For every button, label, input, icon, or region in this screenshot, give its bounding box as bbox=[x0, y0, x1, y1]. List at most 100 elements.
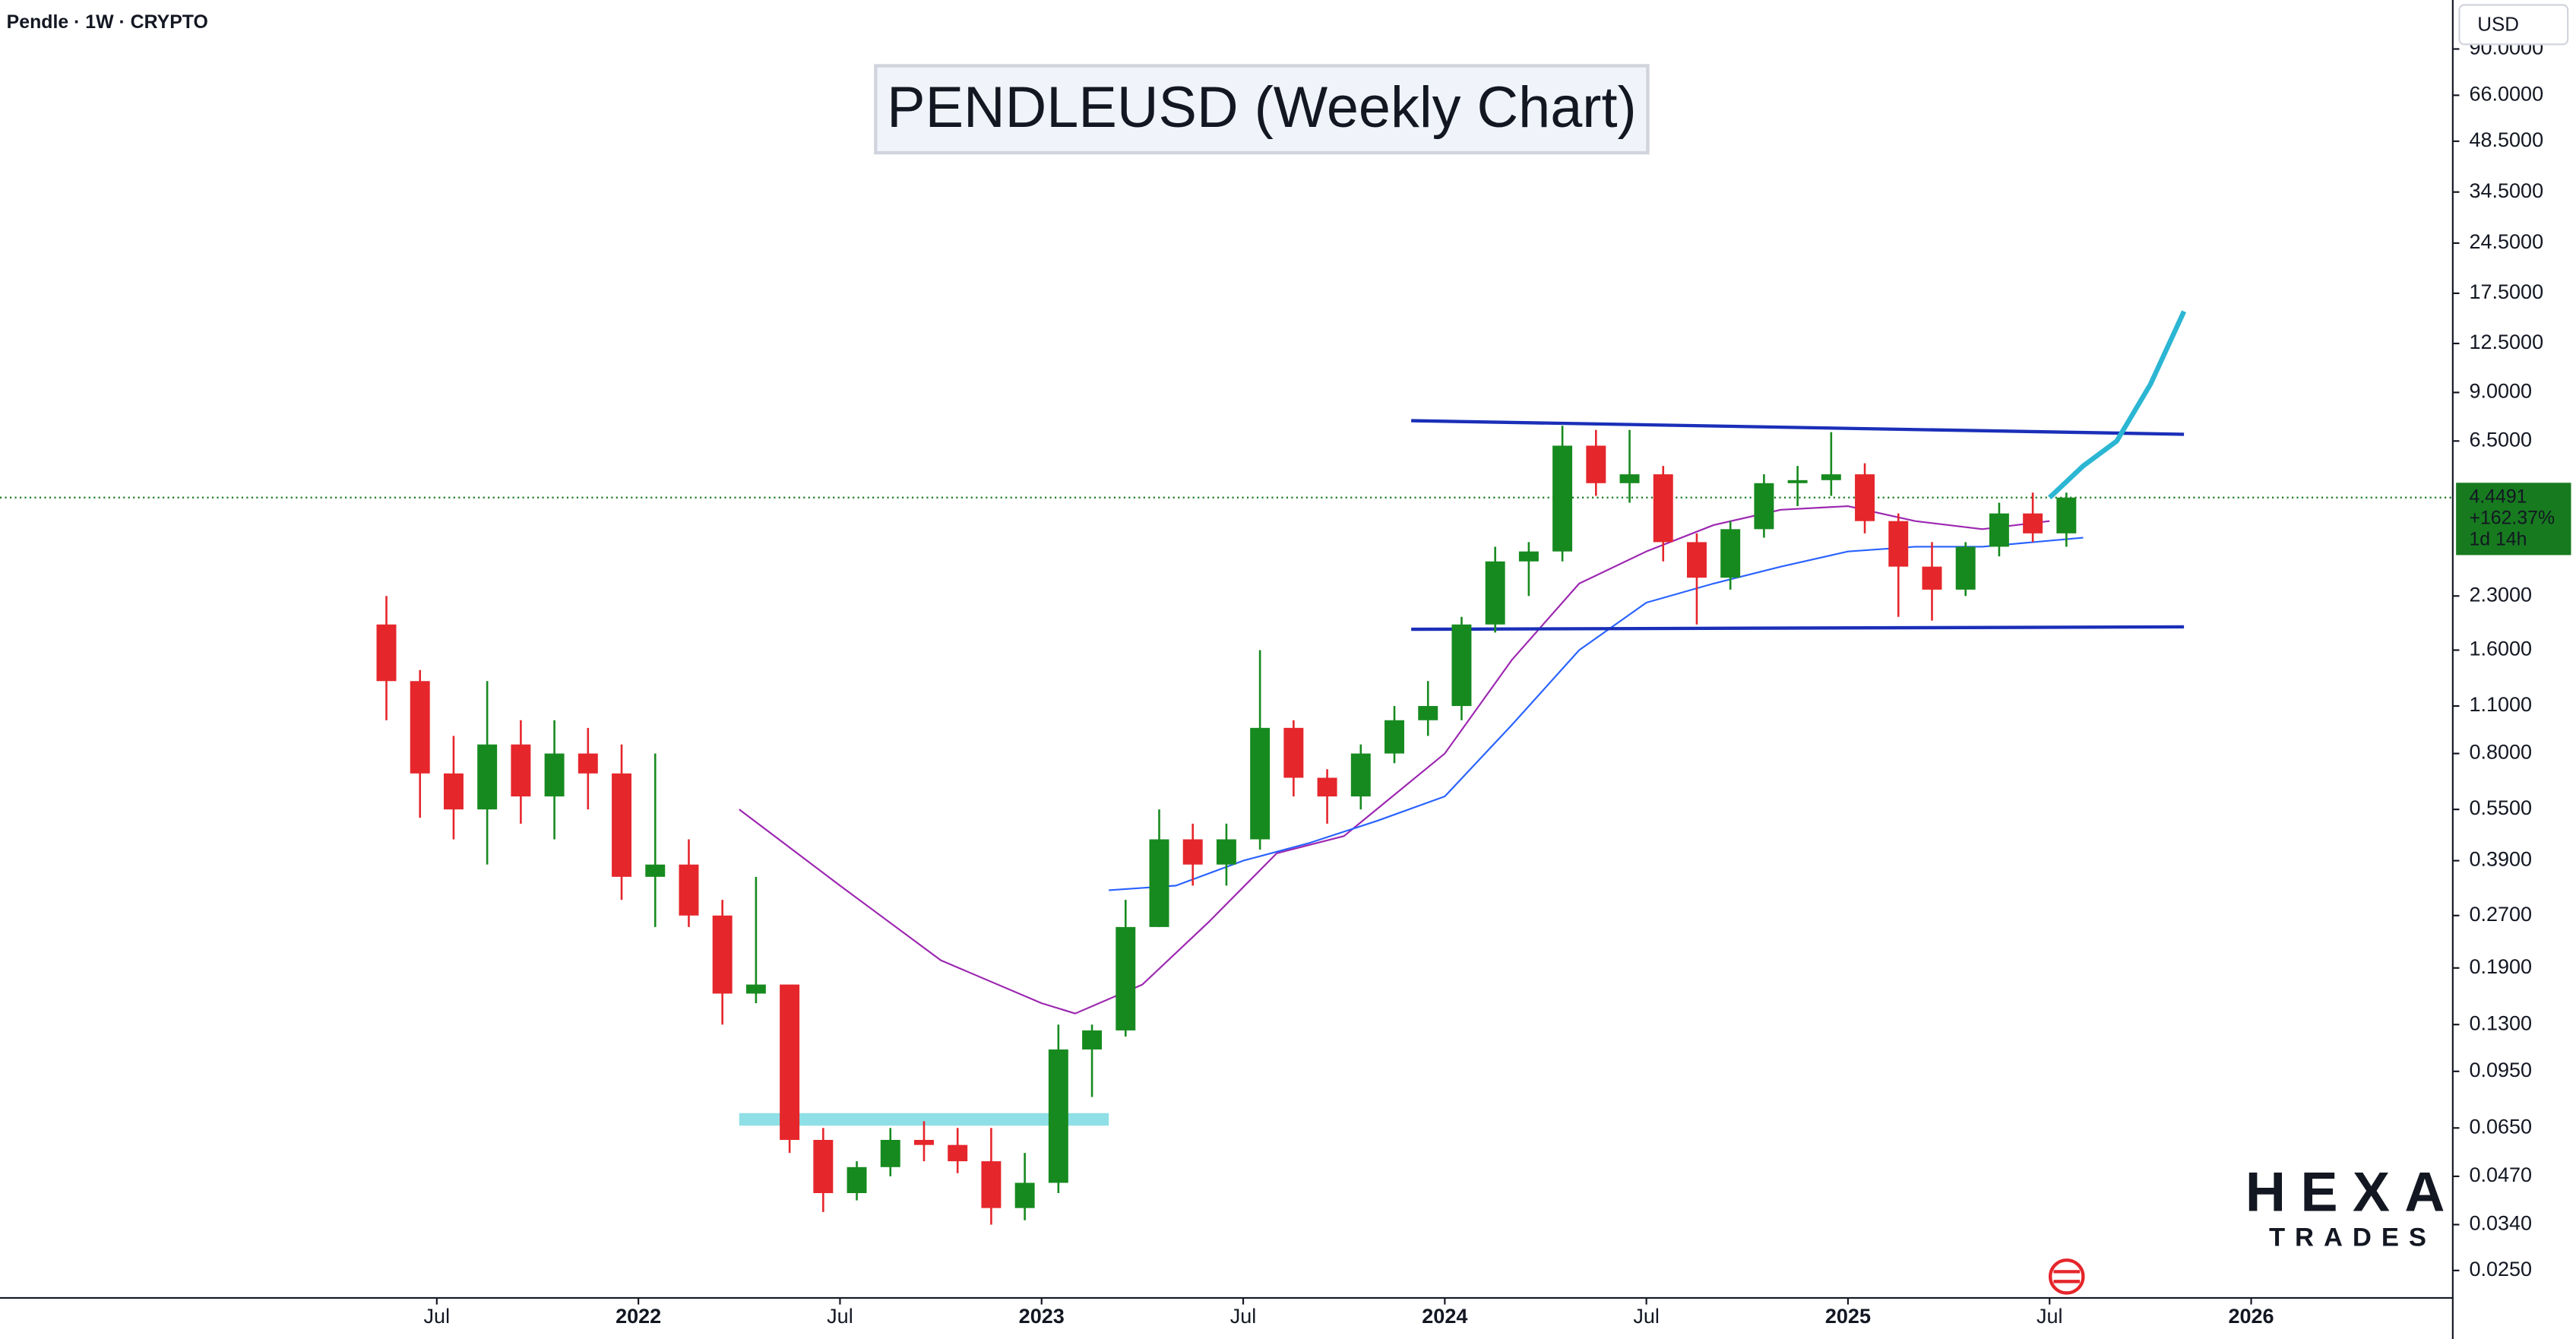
candle-body bbox=[1485, 561, 1505, 625]
logo-stripes bbox=[2053, 1270, 2081, 1284]
candle-body bbox=[1855, 474, 1875, 521]
y-tick-label: 0.0950 bbox=[2469, 1059, 2532, 1081]
chart-title: PENDLEUSD (Weekly Chart) bbox=[887, 76, 1637, 140]
symbol-header: Pendle · 1W · CRYPTO bbox=[7, 11, 208, 33]
y-tick-label: 1.6000 bbox=[2469, 638, 2532, 660]
y-tick-label: 66.0000 bbox=[2469, 83, 2543, 106]
candle-body bbox=[1518, 551, 1539, 562]
candle-body bbox=[1821, 474, 1841, 480]
title-box bbox=[874, 64, 1650, 155]
x-tick-label: Jul bbox=[2036, 1305, 2063, 1328]
candle-body bbox=[410, 681, 430, 774]
y-tick-label: 17.5000 bbox=[2469, 280, 2543, 303]
projection-path bbox=[2048, 310, 2187, 500]
moving-average bbox=[739, 505, 2050, 1015]
currency-box[interactable] bbox=[2458, 4, 2569, 46]
candle-body bbox=[1149, 839, 1169, 927]
watermark-subtitle: TRADES bbox=[2269, 1223, 2436, 1252]
y-tick-label: 6.5000 bbox=[2469, 428, 2532, 451]
price-change: +162.37% bbox=[2469, 507, 2555, 528]
x-tick-label: 2025 bbox=[1825, 1305, 1871, 1328]
candle-body bbox=[1082, 1030, 1103, 1050]
candle-body bbox=[1720, 529, 1741, 578]
candle-body bbox=[1317, 777, 1337, 797]
candle-body bbox=[544, 753, 565, 797]
y-tick-label: 24.5000 bbox=[2469, 230, 2543, 253]
y-tick-label: 0.0650 bbox=[2469, 1115, 2532, 1138]
candle-body bbox=[1451, 624, 1472, 707]
plot-area bbox=[0, 310, 2453, 1225]
candle-body bbox=[679, 864, 699, 916]
y-tick-label: 0.1300 bbox=[2469, 1011, 2532, 1034]
candle-body bbox=[578, 753, 598, 774]
candle-body bbox=[1014, 1182, 1035, 1208]
candle-body bbox=[1385, 720, 1404, 754]
candle-body bbox=[1787, 480, 1808, 483]
y-tick-label: 0.2700 bbox=[2469, 903, 2532, 926]
y-tick-label: 0.3900 bbox=[2469, 848, 2532, 871]
candle-body bbox=[511, 744, 531, 797]
y-tick-label: 9.0000 bbox=[2469, 380, 2532, 403]
watermark-title: HEXA bbox=[2245, 1160, 2460, 1223]
candle-body bbox=[1586, 445, 1606, 483]
candle-body bbox=[477, 744, 498, 810]
y-tick-label: 0.0470 bbox=[2469, 1163, 2532, 1186]
candle-body bbox=[1418, 706, 1438, 720]
currency: USD bbox=[2477, 14, 2519, 35]
y-tick-label: 1.1000 bbox=[2469, 693, 2532, 716]
x-tick-label: 2026 bbox=[2228, 1305, 2274, 1328]
candle-body bbox=[712, 915, 733, 994]
candle-body bbox=[1888, 521, 1909, 567]
candle-body bbox=[1216, 839, 1236, 865]
candle-body bbox=[948, 1144, 968, 1162]
candle-body bbox=[2023, 513, 2043, 533]
candle-body bbox=[880, 1140, 900, 1167]
candle-body bbox=[1552, 445, 1573, 552]
y-tick-label: 0.8000 bbox=[2469, 741, 2532, 764]
x-tick-label: Jul bbox=[1230, 1305, 1257, 1328]
trendline bbox=[1411, 419, 2185, 436]
y-tick-label: 0.0340 bbox=[2469, 1212, 2532, 1235]
x-tick-label: 2024 bbox=[1422, 1305, 1467, 1328]
candle-body bbox=[1283, 727, 1304, 778]
candle-body bbox=[2056, 497, 2077, 533]
trendline bbox=[1411, 625, 2185, 632]
x-tick-label: 2023 bbox=[1019, 1305, 1065, 1328]
logo-icon bbox=[2048, 1258, 2085, 1295]
candle-body bbox=[443, 773, 464, 810]
y-tick-label: 12.5000 bbox=[2469, 331, 2543, 353]
x-tick-label: Jul bbox=[827, 1305, 853, 1328]
candle-body bbox=[1350, 753, 1371, 797]
candle-body bbox=[645, 864, 666, 877]
candle-body bbox=[612, 773, 631, 877]
candle-body bbox=[1048, 1049, 1068, 1183]
x-tick-label: Jul bbox=[1633, 1305, 1660, 1328]
candle-body bbox=[914, 1140, 934, 1145]
candle-body bbox=[376, 624, 397, 682]
support-zone bbox=[739, 1113, 1109, 1126]
x-tick-label: 2022 bbox=[616, 1305, 661, 1328]
candle-body bbox=[1989, 513, 2009, 547]
x-tick-label: Jul bbox=[424, 1305, 451, 1328]
candle-body bbox=[1250, 727, 1271, 840]
axes: 90.000066.000048.500034.500024.500017.50… bbox=[424, 36, 2571, 1328]
candle-body bbox=[1922, 566, 1942, 590]
candle-body bbox=[1116, 926, 1136, 1030]
candle-body bbox=[1686, 542, 1707, 578]
logo-ring bbox=[2048, 1258, 2085, 1295]
candle-body bbox=[1754, 483, 1774, 530]
price-label: 4.4491 bbox=[2469, 486, 2527, 507]
candle-body bbox=[813, 1140, 834, 1194]
candle-body bbox=[847, 1166, 867, 1194]
y-tick-label: 34.5000 bbox=[2469, 179, 2543, 202]
candle-body bbox=[1955, 546, 1976, 590]
y-tick-label: 2.3000 bbox=[2469, 583, 2532, 606]
candle-body bbox=[1182, 839, 1203, 865]
price-label-box bbox=[2456, 483, 2571, 556]
y-tick-label: 0.5500 bbox=[2469, 796, 2532, 819]
candle-body bbox=[745, 984, 766, 994]
y-tick-label: 0.1900 bbox=[2469, 955, 2532, 978]
candle-body bbox=[1619, 474, 1640, 483]
